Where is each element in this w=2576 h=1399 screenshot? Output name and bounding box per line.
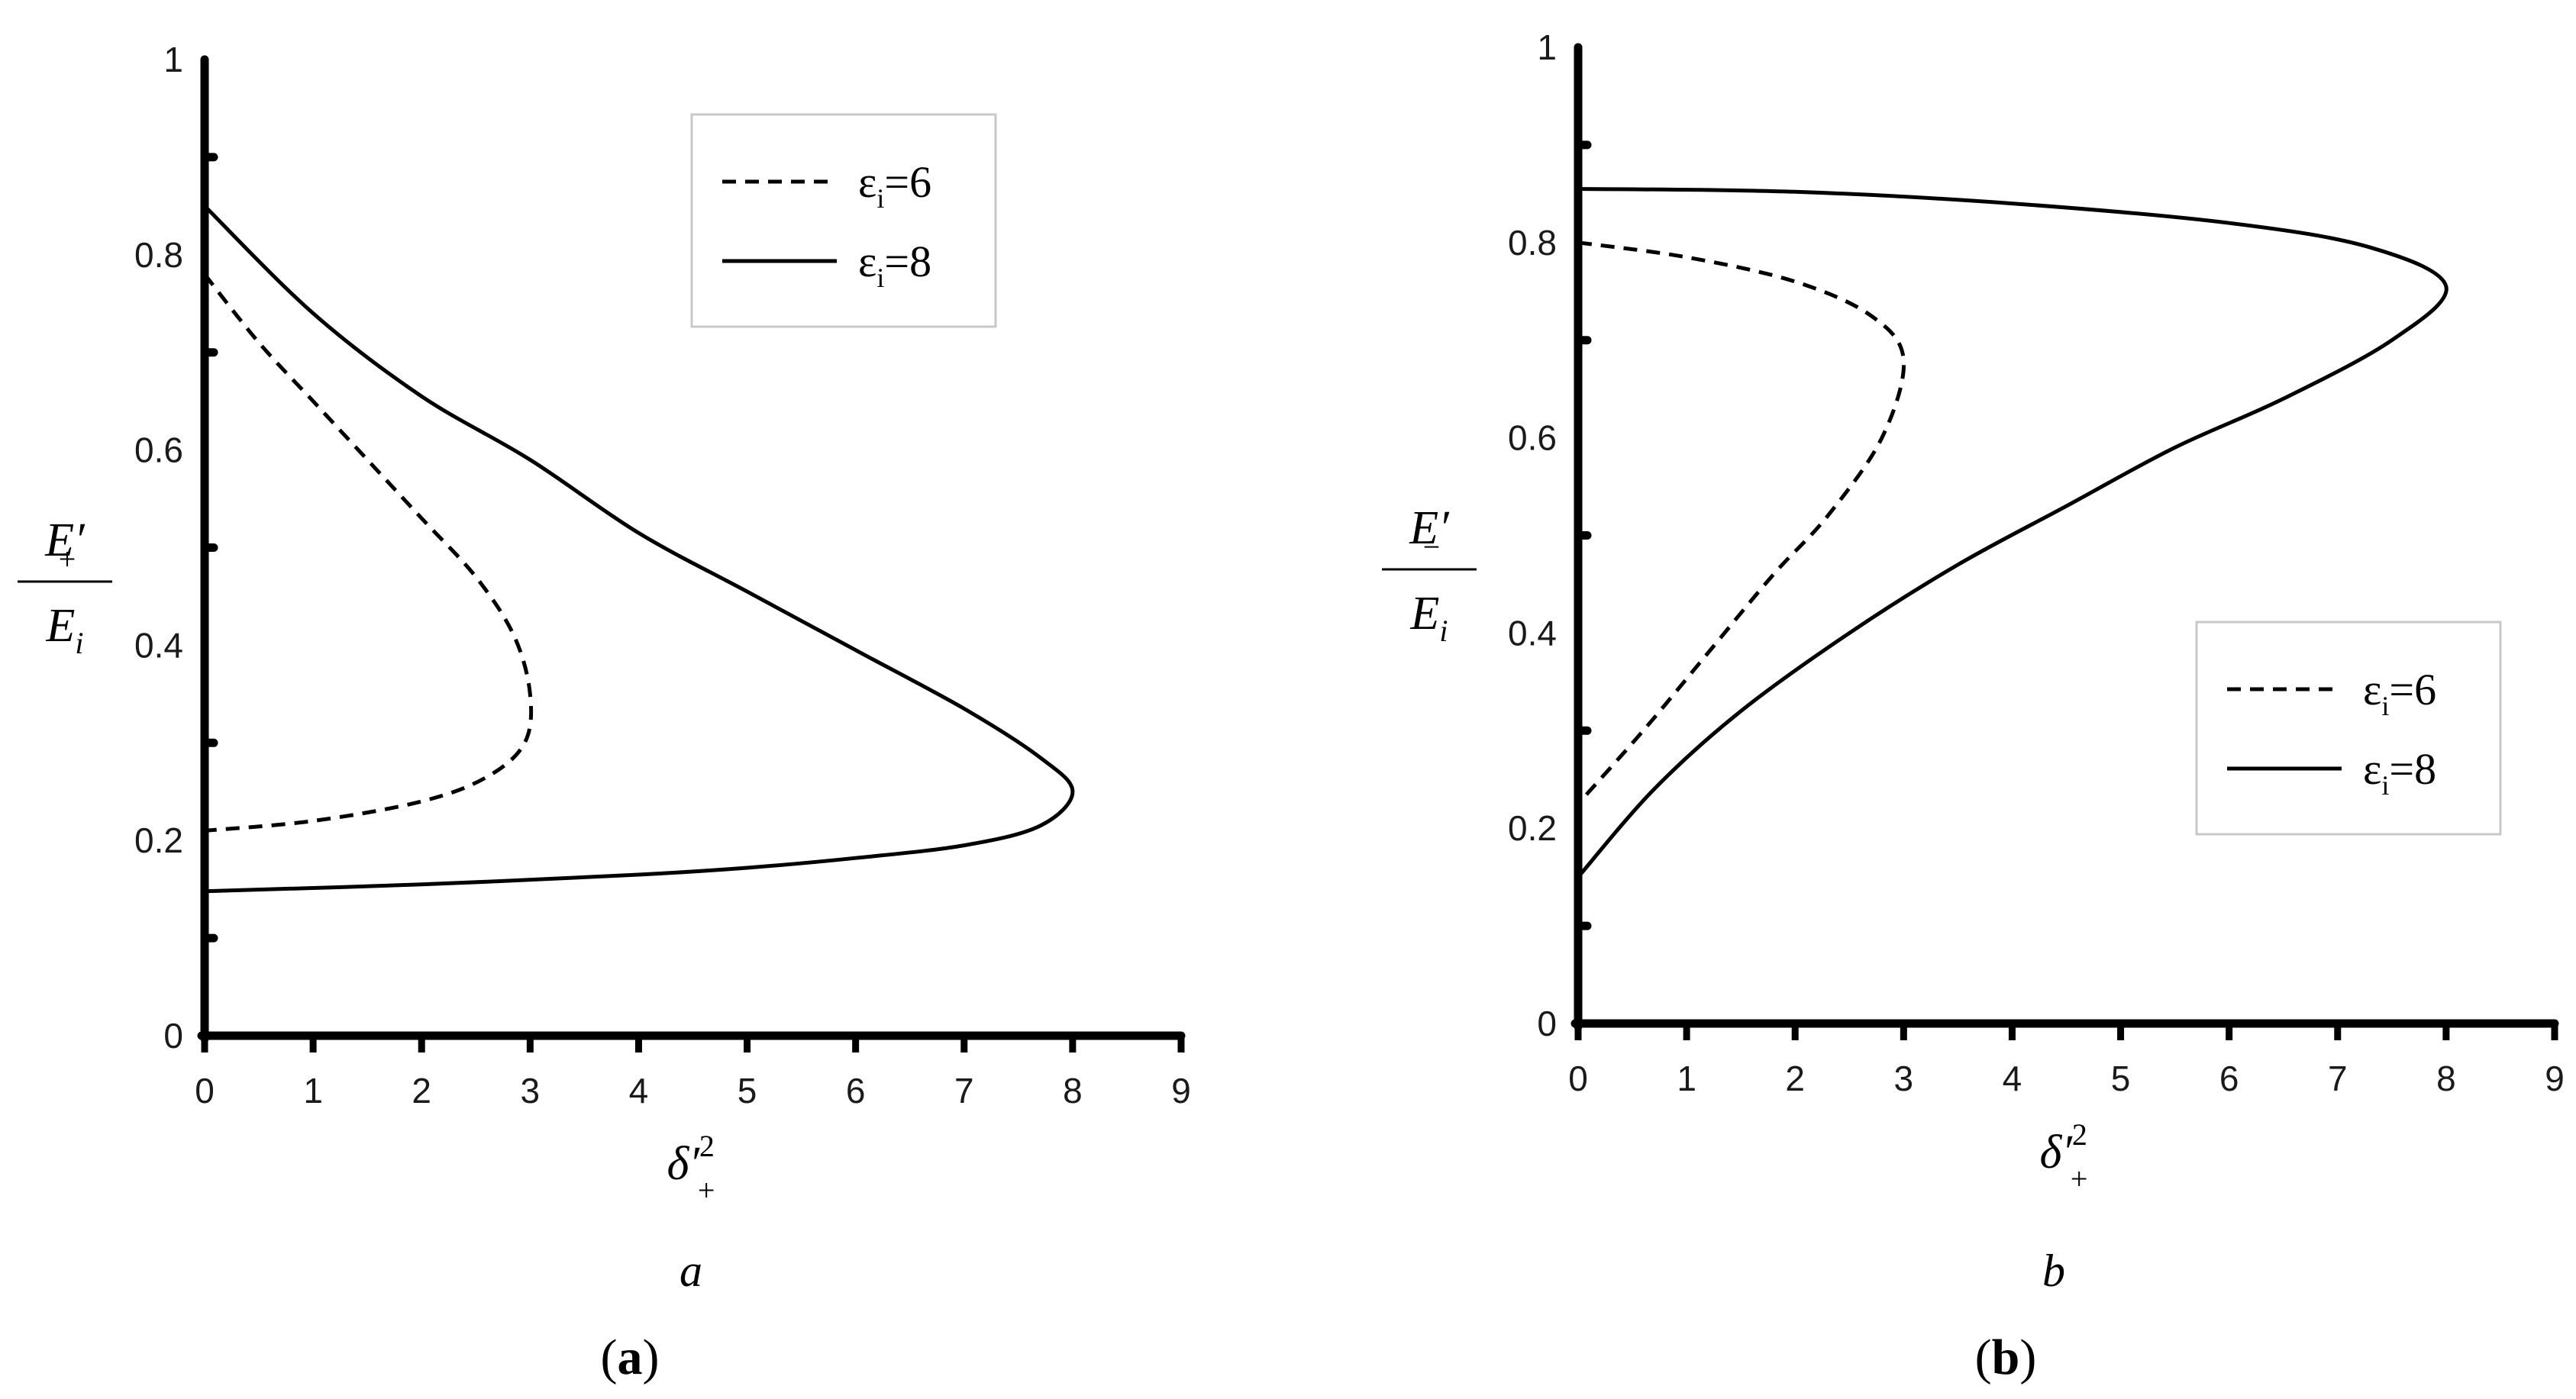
x-tick-label: 4 <box>2003 1059 2022 1098</box>
x-tick-label: 6 <box>846 1071 866 1110</box>
y-tick-label: 0.4 <box>1508 613 1557 653</box>
y-tick-label: 0.4 <box>134 625 183 665</box>
legend-box <box>690 113 997 328</box>
subcaption: a <box>680 1246 702 1296</box>
chart-svg-b: 0 1 2 3 4 5 6 7 8 9 0 0.2 0.4 0.6 0.8 1 εi=6 εi=8 E′− Ei δ′2… <box>1382 27 2565 1385</box>
x-tick-label: 3 <box>1894 1059 1914 1098</box>
y-axis-label-numerator: E′+ <box>44 514 86 576</box>
y-tick-label: 0.6 <box>1508 418 1557 458</box>
series-line-eps-i-6 <box>203 272 534 833</box>
x-tick-label: 6 <box>2219 1059 2239 1098</box>
y-tick-label: 0.8 <box>1508 223 1557 263</box>
y-axis-label-denominator: Ei <box>1410 588 1448 648</box>
x-tick-label: 1 <box>1677 1059 1696 1098</box>
x-tick-label: 0 <box>1568 1059 1588 1098</box>
subcaption: b <box>2042 1246 2065 1296</box>
x-tick-label: 0 <box>195 1071 215 1110</box>
x-tick-label: 9 <box>2545 1059 2565 1098</box>
legend-label: εi=8 <box>858 237 931 293</box>
legend-box <box>2195 621 2502 836</box>
y-axis-label-numerator: E′− <box>1409 502 1450 564</box>
chart-panel-a: 0 1 2 3 4 5 6 7 8 9 0 0.2 0.4 0.6 0.8 1 εi=6 εi=8 E′+ Ei δ′2… <box>18 40 1191 1385</box>
series-line-eps-i-6 <box>1577 240 1906 805</box>
x-tick-label: 8 <box>1063 1071 1083 1110</box>
x-tick-label: 9 <box>1171 1071 1191 1110</box>
x-tick-label: 5 <box>2111 1059 2131 1098</box>
y-tick-label: 0.2 <box>134 820 183 860</box>
x-tick-label: 8 <box>2436 1059 2456 1098</box>
legend-label: εi=6 <box>858 157 931 214</box>
y-axis-label-denominator: Ei <box>46 600 84 660</box>
x-axis-label: δ′2 + <box>667 1129 715 1207</box>
chart-panel-b: 0 1 2 3 4 5 6 7 8 9 0 0.2 0.4 0.6 0.8 1 εi=6 εi=8 E′− Ei δ′2… <box>1288 0 2576 1399</box>
y-tick-label: 0 <box>163 1016 183 1056</box>
y-tick-label: 0 <box>1537 1004 1557 1043</box>
x-tick-label: 3 <box>521 1071 541 1110</box>
panel-caption: (b) <box>1975 1330 2037 1385</box>
x-tick-label: 7 <box>2328 1059 2348 1098</box>
y-tick-label: 1 <box>163 40 183 79</box>
y-tick-label: 0.6 <box>134 430 183 470</box>
panel-caption: (a) <box>601 1330 660 1385</box>
y-tick-label: 1 <box>1537 27 1557 67</box>
x-tick-label: 2 <box>412 1071 431 1110</box>
series-line-eps-i-8 <box>203 205 1075 894</box>
y-tick-label: 0.8 <box>134 235 183 275</box>
chart-svg-a: 0 1 2 3 4 5 6 7 8 9 0 0.2 0.4 0.6 0.8 1 εi=6 εi=8 E′+ Ei δ′2… <box>18 40 1191 1385</box>
x-tick-label: 5 <box>738 1071 757 1110</box>
series-line-eps-i-8 <box>1577 187 2448 878</box>
x-tick-label: 2 <box>1785 1059 1805 1098</box>
x-tick-label: 7 <box>954 1071 974 1110</box>
legend-label: εi=6 <box>2363 665 2436 721</box>
x-tick-label: 1 <box>303 1071 323 1110</box>
y-tick-label: 0.2 <box>1508 808 1557 848</box>
legend-label: εi=8 <box>2363 744 2436 801</box>
x-axis-label: δ′2 + <box>2040 1117 2088 1196</box>
x-tick-label: 4 <box>629 1071 649 1110</box>
